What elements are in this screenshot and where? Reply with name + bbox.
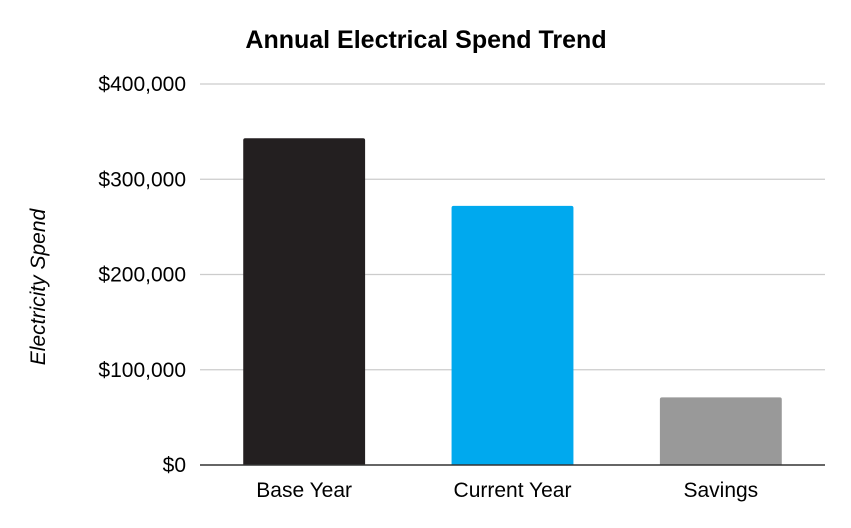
y-tick-label: $200,000 [98, 264, 186, 287]
bar-current-year [451, 205, 574, 466]
y-axis-label: Electricity Spend [27, 207, 50, 365]
y-tick-label: $400,000 [98, 73, 186, 96]
y-tick-label: $0 [163, 454, 186, 477]
y-tick-label: $100,000 [98, 359, 186, 382]
x-tick-label: Base Year [256, 479, 352, 502]
x-axis-tick-labels: Base Year Current Year Savings [256, 479, 758, 502]
chart-title: Annual Electrical Spend Trend [245, 26, 606, 54]
bars [243, 138, 782, 466]
y-tick-label: $300,000 [98, 168, 186, 191]
bar-savings [659, 397, 782, 465]
bar-base-year [243, 138, 366, 466]
y-axis-tick-labels: $0 $100,000 $200,000 $300,000 $400,000 [98, 73, 186, 477]
x-tick-label: Current Year [454, 479, 572, 502]
x-tick-label: Savings [683, 479, 758, 502]
